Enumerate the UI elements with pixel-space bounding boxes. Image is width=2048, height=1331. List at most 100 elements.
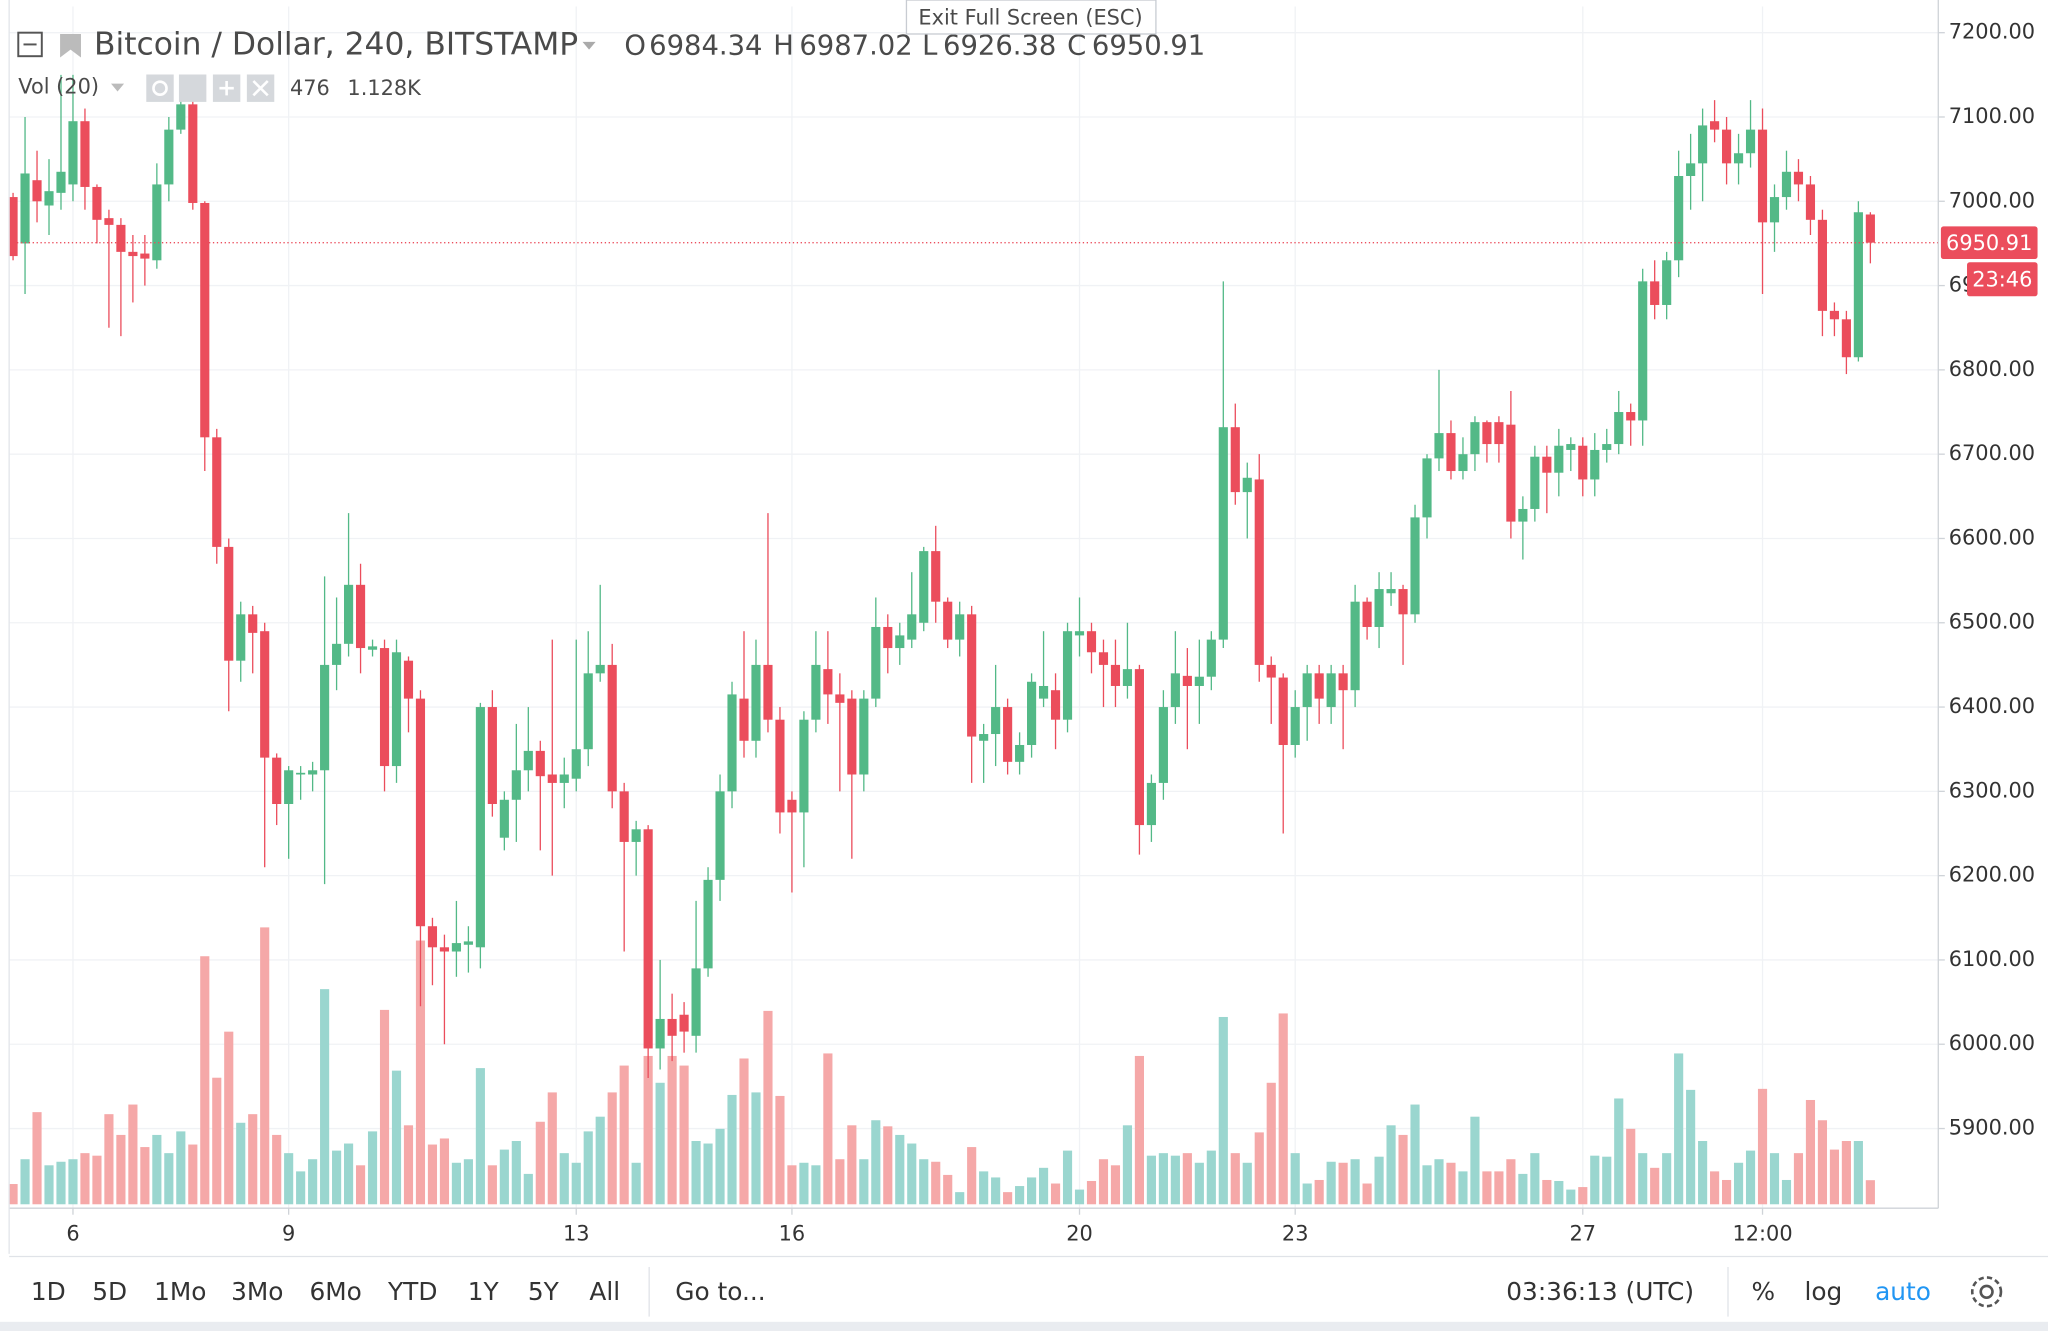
exit-fullscreen-button[interactable] [905, 0, 1157, 35]
candle-body [1098, 652, 1109, 665]
candle-body [164, 129, 174, 185]
settings-button[interactable] [178, 74, 207, 102]
eye-button[interactable] [146, 74, 174, 102]
candle-body [1793, 171, 1804, 185]
volume-bar [883, 1126, 893, 1205]
volume-bar [344, 1143, 354, 1205]
candle-body [355, 584, 366, 649]
candle-body [1110, 664, 1121, 686]
percent-button[interactable]: % [1751, 1277, 1775, 1306]
volume-bar [164, 1153, 174, 1205]
candle-body [1769, 197, 1780, 223]
volume-bar [991, 1177, 1001, 1205]
candle-body [1410, 517, 1420, 615]
range-button[interactable]: YTD [387, 1277, 437, 1306]
volume-bar [595, 1116, 605, 1205]
volume-bar [475, 1068, 485, 1205]
candle-body [1817, 219, 1828, 311]
y-tick-label: 6600.00 [1949, 525, 2035, 549]
range-button[interactable]: 6Mo [310, 1277, 362, 1306]
volume-bar [1302, 1183, 1312, 1205]
candle-body [1290, 707, 1300, 745]
volume-bar [1614, 1098, 1624, 1205]
candle-body [1602, 444, 1612, 450]
volume-bar [1278, 1013, 1288, 1205]
candle-body [727, 694, 737, 792]
symbol-dropdown[interactable] [582, 41, 596, 50]
y-tick-label: 6000.00 [1949, 1031, 2035, 1055]
volume-bar [1602, 1156, 1612, 1205]
range-button[interactable]: 5Y [528, 1277, 560, 1306]
exit-fullscreen-text: Exit Full Screen (ESC) [918, 5, 1142, 29]
candle-body [1206, 639, 1216, 677]
candle-body [1745, 129, 1756, 154]
volume-bar [1530, 1153, 1540, 1205]
volume-bar [1146, 1155, 1156, 1205]
volume-bar [224, 1031, 234, 1205]
settings-gear[interactable] [1970, 1276, 2003, 1308]
volume-bar [332, 1150, 342, 1205]
candle-body [607, 664, 617, 792]
volume-bar [739, 1058, 749, 1205]
candle-body [1566, 444, 1576, 450]
candle-body [859, 698, 869, 775]
candle-body [1578, 445, 1588, 480]
candle-body [1038, 685, 1049, 699]
candle-body [787, 799, 797, 813]
candle-body [1338, 673, 1348, 691]
candle-body [1733, 153, 1744, 164]
candle-body [1590, 449, 1600, 480]
candle-body [703, 879, 713, 969]
range-button[interactable]: All [589, 1277, 620, 1306]
volume-bar [823, 1053, 833, 1205]
volume-bar [607, 1092, 617, 1205]
range-button[interactable]: 1Y [468, 1277, 500, 1306]
volume-bar [188, 1144, 198, 1205]
volume-bar [1434, 1159, 1444, 1205]
candle-body [883, 626, 893, 649]
auto-button[interactable]: auto [1875, 1277, 1931, 1306]
candle-body [451, 943, 461, 952]
candle-body [1362, 601, 1372, 627]
volume-bar [1074, 1189, 1085, 1205]
volume-bar [236, 1122, 246, 1205]
candle-body [643, 829, 653, 1049]
volume-bar [571, 1162, 581, 1205]
candle-body [367, 646, 378, 650]
candle-body [1781, 171, 1792, 198]
range-button[interactable]: 3Mo [231, 1277, 283, 1306]
candle-body [152, 184, 162, 261]
volume-bar [979, 1171, 989, 1205]
volume-bar [212, 1077, 222, 1205]
candle-body [751, 664, 761, 741]
log-button[interactable]: log [1804, 1277, 1842, 1306]
candle-body [1698, 125, 1708, 164]
volume-bar [1698, 1140, 1708, 1205]
volume-bar [1674, 1053, 1684, 1205]
collapse-icon[interactable] [17, 31, 43, 58]
range-button[interactable]: 1Mo [154, 1277, 206, 1306]
candle-body [1542, 456, 1552, 473]
volume-bar [859, 1159, 869, 1205]
volume-bar [1686, 1089, 1696, 1205]
goto-button[interactable]: Go to... [675, 1277, 765, 1306]
volume-bar [200, 956, 210, 1205]
volume-bar [691, 1140, 701, 1205]
volume-bar [1578, 1187, 1588, 1205]
candle-body [487, 707, 497, 804]
volume-bar [1554, 1180, 1564, 1205]
candle-body [631, 829, 641, 842]
volume-bar [787, 1165, 797, 1205]
volume-bar [1710, 1171, 1720, 1205]
candle-body [212, 437, 222, 547]
volume-bar [1566, 1189, 1576, 1205]
volume-bar [248, 1114, 258, 1205]
volume-dropdown[interactable] [111, 83, 125, 92]
candle-body [1003, 707, 1013, 762]
range-button[interactable]: 1D [31, 1277, 66, 1306]
x-tick-label: 20 [1066, 1221, 1093, 1245]
volume-bar [1242, 1162, 1252, 1205]
range-button[interactable]: 5D [92, 1277, 127, 1306]
